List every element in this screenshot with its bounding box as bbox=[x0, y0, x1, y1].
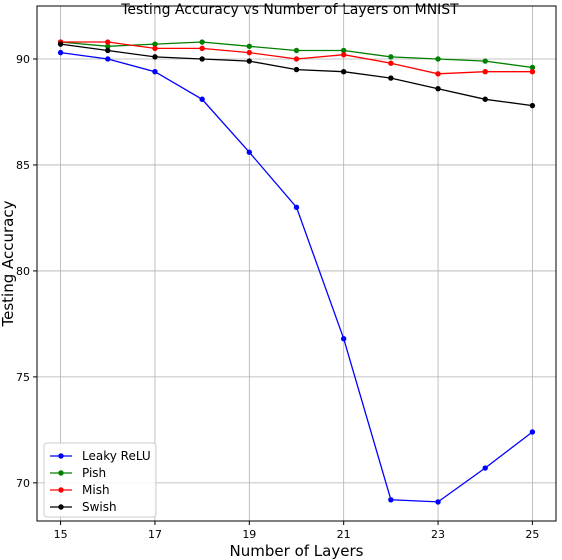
x-tick-label: 17 bbox=[148, 528, 162, 541]
data-point-leaky-relu bbox=[529, 429, 536, 435]
data-point-pish bbox=[388, 54, 394, 60]
data-point-mish bbox=[152, 45, 158, 52]
x-tick-label: 25 bbox=[525, 528, 539, 541]
data-point-mish bbox=[105, 39, 111, 45]
chart-title: Testing Accuracy vs Number of Layers on … bbox=[120, 2, 459, 18]
series-leaky-relu bbox=[57, 49, 536, 505]
series-layer bbox=[57, 39, 536, 505]
data-point-pish bbox=[293, 47, 300, 54]
data-point-pish bbox=[435, 56, 441, 62]
data-point-swish bbox=[152, 54, 158, 60]
data-point-swish bbox=[246, 58, 253, 64]
data-point-pish bbox=[199, 39, 205, 45]
x-tick-label: 19 bbox=[242, 528, 256, 541]
y-tick-label: 80 bbox=[16, 265, 30, 278]
x-tick-label: 23 bbox=[431, 528, 445, 541]
legend-label-mish: Mish bbox=[82, 483, 110, 497]
data-point-leaky-relu bbox=[388, 497, 394, 503]
x-tick-label: 21 bbox=[337, 528, 351, 541]
series-line-leaky-relu bbox=[60, 51, 533, 503]
data-point-swish bbox=[388, 75, 394, 81]
data-point-mish bbox=[199, 45, 205, 52]
y-tick-label: 90 bbox=[16, 53, 30, 66]
legend-label-swish: Swish bbox=[82, 500, 117, 514]
y-tick-label: 70 bbox=[16, 477, 30, 490]
data-point-pish bbox=[482, 58, 488, 64]
data-point-mish bbox=[482, 68, 488, 75]
plot-frame bbox=[36, 5, 557, 522]
legend-marker-leaky-relu bbox=[58, 453, 64, 459]
data-point-pish bbox=[246, 43, 253, 49]
data-point-swish bbox=[340, 68, 347, 75]
legend-label-pish: Pish bbox=[82, 466, 106, 480]
data-point-pish bbox=[105, 43, 111, 49]
x-axis-title: Number of Layers bbox=[230, 542, 364, 560]
data-point-mish bbox=[388, 60, 394, 66]
data-point-pish bbox=[340, 47, 347, 54]
y-axis-title: Testing Accuracy bbox=[0, 200, 17, 327]
legend-marker-mish bbox=[58, 487, 64, 493]
data-point-leaky-relu bbox=[152, 68, 158, 75]
legend: Leaky ReLU Pish Mish Swish bbox=[43, 442, 157, 518]
data-point-leaky-relu bbox=[293, 204, 300, 211]
data-point-pish bbox=[529, 64, 536, 71]
legend-box bbox=[43, 442, 157, 518]
data-point-leaky-relu bbox=[199, 96, 205, 102]
legend-marker-swish bbox=[58, 504, 64, 510]
data-point-mish bbox=[529, 68, 536, 75]
data-point-mish bbox=[246, 49, 253, 56]
series-swish bbox=[57, 41, 536, 109]
legend-label-leaky-relu: Leaky ReLU bbox=[82, 449, 151, 463]
data-point-swish bbox=[57, 41, 64, 47]
x-tick-label: 15 bbox=[54, 528, 68, 541]
data-point-leaky-relu bbox=[340, 336, 347, 342]
data-point-mish bbox=[435, 71, 441, 77]
data-point-leaky-relu bbox=[482, 465, 488, 471]
data-point-swish bbox=[199, 56, 205, 62]
data-point-leaky-relu bbox=[57, 49, 64, 56]
data-point-swish bbox=[529, 102, 536, 109]
ticks: 15 17 19 21 23 25 70 75 80 85 90 bbox=[16, 53, 539, 541]
data-point-swish bbox=[105, 47, 111, 54]
legend-marker-pish bbox=[58, 470, 64, 476]
series-line-swish bbox=[60, 43, 533, 107]
data-point-swish bbox=[293, 66, 300, 73]
data-point-swish bbox=[435, 85, 441, 92]
y-tick-label: 75 bbox=[16, 371, 30, 384]
data-point-leaky-relu bbox=[435, 499, 441, 505]
data-point-leaky-relu bbox=[105, 56, 111, 62]
series-pish bbox=[57, 39, 536, 71]
data-point-leaky-relu bbox=[246, 149, 253, 155]
data-point-pish bbox=[152, 41, 158, 47]
y-tick-label: 85 bbox=[16, 159, 30, 172]
data-point-mish bbox=[293, 56, 300, 62]
data-point-swish bbox=[482, 96, 488, 102]
data-point-mish bbox=[340, 52, 347, 58]
